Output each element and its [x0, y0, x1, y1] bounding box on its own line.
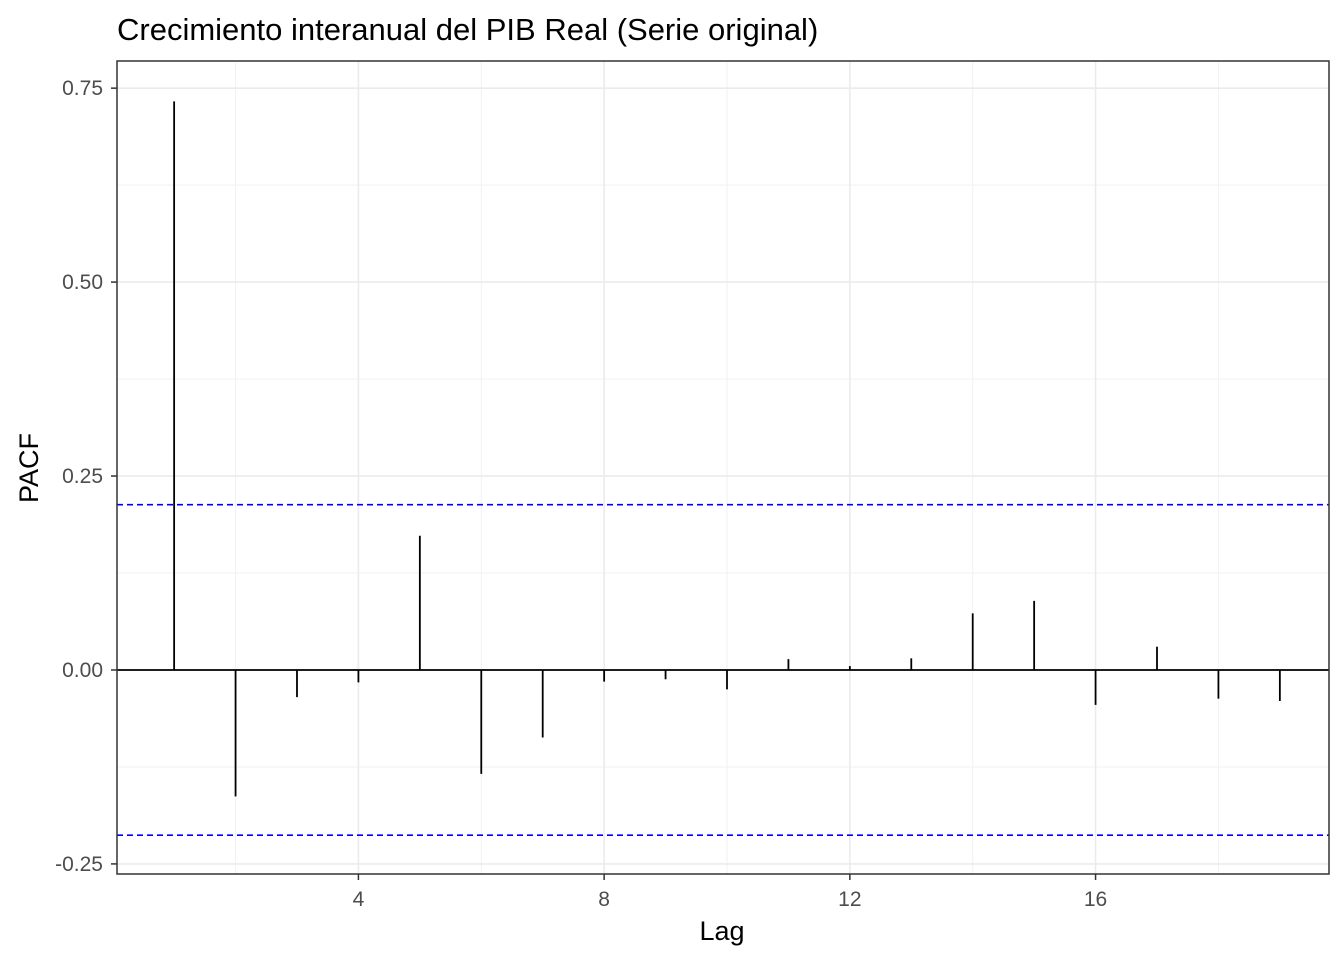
x-axis-title: Lag	[699, 916, 744, 946]
y-tick-label: 0.00	[62, 659, 103, 682]
x-tick-label: 12	[838, 888, 861, 911]
x-tick-label: 8	[598, 888, 610, 911]
y-tick-label: 0.50	[62, 271, 103, 294]
y-tick-label: -0.25	[55, 853, 103, 876]
y-axis: 0.75 0.50 0.25 0.00 -0.25	[55, 77, 117, 876]
x-tick-label: 4	[353, 888, 365, 911]
y-tick-label: 0.25	[62, 465, 103, 488]
confidence-bounds	[117, 503, 1329, 837]
x-axis: 4 8 12 16	[353, 874, 1107, 911]
panel-border	[116, 60, 1330, 875]
pacf-bars	[173, 101, 1281, 797]
major-gridlines	[117, 61, 1329, 874]
x-tick-label: 16	[1084, 888, 1107, 911]
chart-title: Crecimiento interanual del PIB Real (Ser…	[117, 12, 818, 47]
minor-gridlines	[117, 61, 1329, 874]
y-axis-title: PACF	[14, 433, 44, 503]
y-tick-label: 0.75	[62, 77, 103, 100]
